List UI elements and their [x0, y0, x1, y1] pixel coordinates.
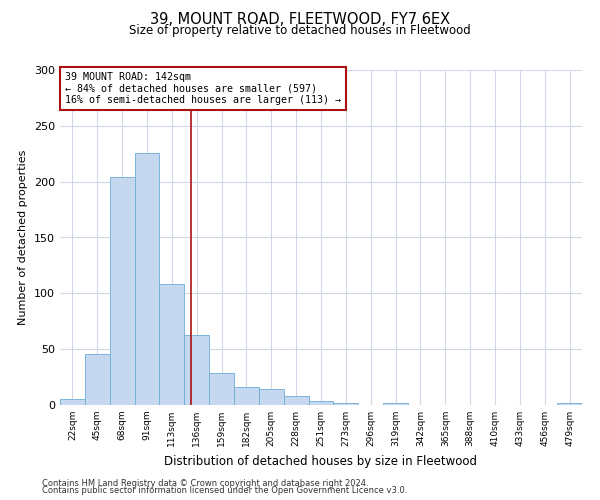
Bar [284, 396, 308, 405]
Bar [234, 387, 259, 405]
Bar [557, 403, 582, 405]
Bar [134, 152, 160, 405]
Text: Contains HM Land Registry data © Crown copyright and database right 2024.: Contains HM Land Registry data © Crown c… [42, 478, 368, 488]
Bar [334, 403, 358, 405]
Y-axis label: Number of detached properties: Number of detached properties [19, 150, 28, 325]
Text: Contains public sector information licensed under the Open Government Licence v3: Contains public sector information licen… [42, 486, 407, 495]
Bar [110, 177, 134, 405]
Bar [160, 284, 184, 405]
Text: 39 MOUNT ROAD: 142sqm
← 84% of detached houses are smaller (597)
16% of semi-det: 39 MOUNT ROAD: 142sqm ← 84% of detached … [65, 72, 341, 105]
Bar [259, 390, 284, 405]
X-axis label: Distribution of detached houses by size in Fleetwood: Distribution of detached houses by size … [164, 454, 478, 468]
Bar [308, 400, 334, 405]
Bar [85, 354, 110, 405]
Bar [383, 403, 408, 405]
Bar [60, 400, 85, 405]
Text: Size of property relative to detached houses in Fleetwood: Size of property relative to detached ho… [129, 24, 471, 37]
Bar [184, 334, 209, 405]
Bar [209, 372, 234, 405]
Text: 39, MOUNT ROAD, FLEETWOOD, FY7 6EX: 39, MOUNT ROAD, FLEETWOOD, FY7 6EX [150, 12, 450, 28]
